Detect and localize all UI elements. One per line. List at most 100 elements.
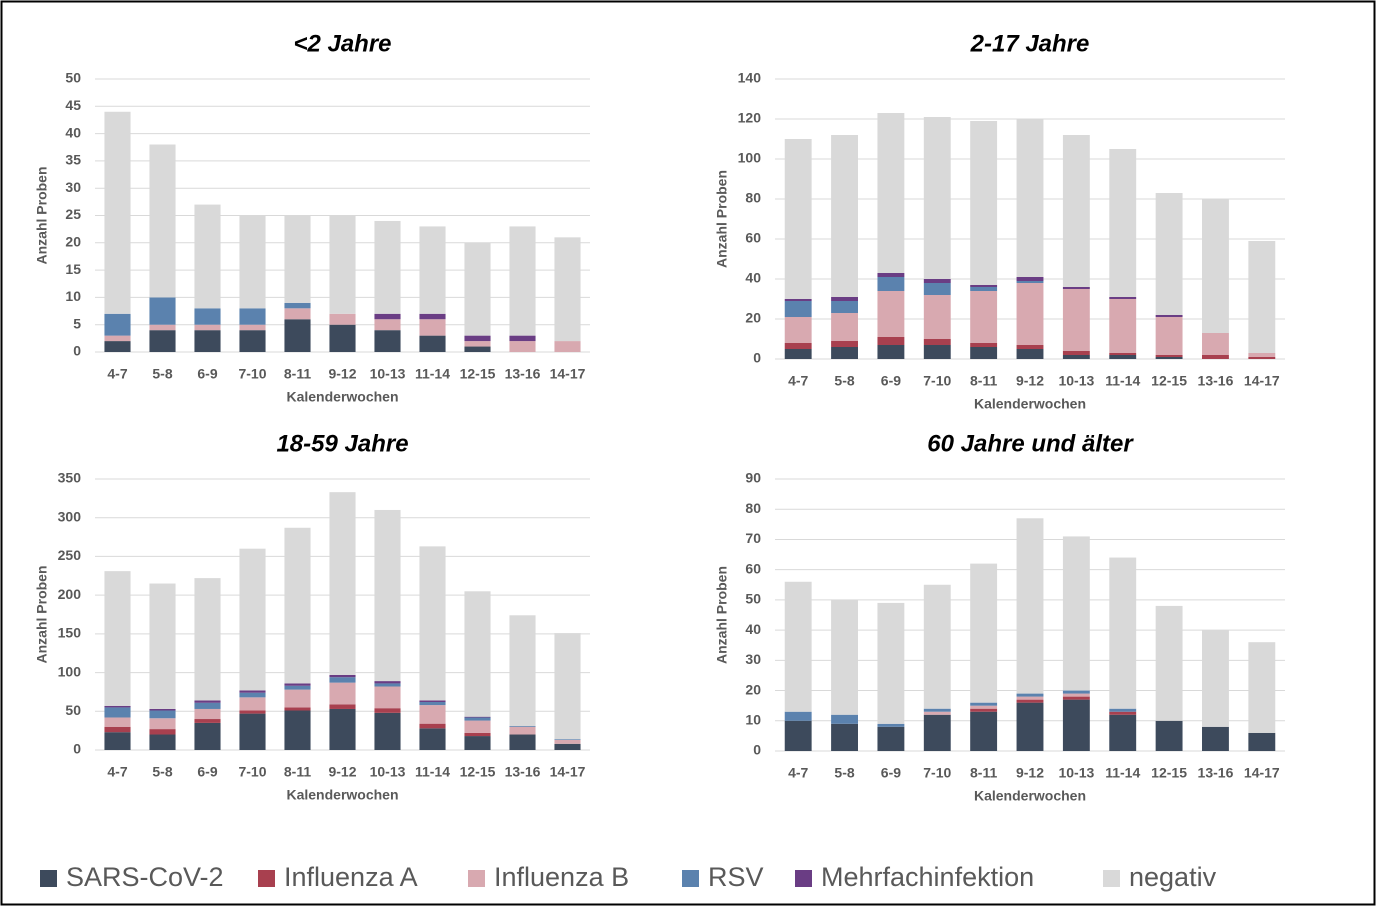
bar-segment bbox=[1202, 199, 1229, 333]
bar-segment bbox=[284, 683, 311, 686]
y-tick-label: 10 bbox=[65, 288, 81, 304]
x-tick-label: 6-9 bbox=[881, 373, 901, 389]
bar-segment bbox=[149, 324, 176, 331]
bar-segment bbox=[329, 704, 356, 709]
bar-segment bbox=[923, 279, 951, 283]
bar-segment bbox=[284, 302, 311, 309]
bar-segment bbox=[239, 330, 266, 352]
bar-segment bbox=[1155, 315, 1183, 317]
legend-swatch bbox=[795, 870, 812, 887]
bar-segment bbox=[374, 319, 401, 331]
bar-segment bbox=[509, 341, 536, 352]
bar-segment bbox=[149, 718, 176, 730]
bar-segment bbox=[509, 335, 536, 342]
bar-segment bbox=[923, 117, 951, 279]
bar-segment bbox=[784, 581, 812, 712]
bar-segment bbox=[284, 215, 311, 303]
bar-segment bbox=[923, 295, 951, 339]
y-tick-label: 100 bbox=[738, 150, 762, 166]
y-tick-label: 20 bbox=[745, 310, 761, 326]
bar-segment bbox=[970, 285, 998, 287]
y-tick-label: 200 bbox=[58, 586, 82, 602]
y-tick-label: 0 bbox=[73, 343, 81, 359]
bar-segment bbox=[194, 324, 221, 331]
bar-segment bbox=[149, 144, 176, 298]
bar-segment bbox=[554, 739, 581, 744]
bar-segment bbox=[1062, 696, 1090, 700]
bar-segment bbox=[194, 702, 221, 709]
bar-segment bbox=[877, 291, 905, 337]
bar-segment bbox=[1062, 690, 1090, 694]
x-tick-label: 11-14 bbox=[415, 764, 450, 780]
bar-segment bbox=[464, 242, 491, 336]
y-tick-label: 100 bbox=[58, 663, 82, 679]
bar-segment bbox=[831, 301, 858, 313]
bar-segment bbox=[784, 301, 812, 317]
bar-segment bbox=[1109, 353, 1137, 355]
bar-segment bbox=[464, 736, 491, 750]
bar-segment bbox=[970, 347, 998, 359]
bar-segment bbox=[149, 729, 176, 735]
bar-segment bbox=[104, 313, 131, 336]
bar-segment bbox=[1109, 355, 1137, 359]
bar-segment bbox=[1248, 732, 1276, 751]
x-tick-label: 7-10 bbox=[923, 373, 951, 389]
x-tick-label: 14-17 bbox=[550, 764, 586, 780]
legend-swatch bbox=[682, 870, 699, 887]
bar-segment bbox=[374, 712, 401, 750]
bar-segment bbox=[329, 708, 356, 750]
bar-segment bbox=[1109, 297, 1137, 299]
bar-segment bbox=[194, 708, 221, 720]
x-tick-label: 6-9 bbox=[197, 366, 217, 382]
bar-segment bbox=[284, 689, 311, 708]
bar-segment bbox=[374, 686, 401, 709]
x-tick-label: 8-11 bbox=[970, 765, 997, 781]
bar-segment bbox=[329, 215, 356, 314]
bar-segment bbox=[284, 710, 311, 750]
bar-segment bbox=[1248, 241, 1276, 353]
bar-segment bbox=[104, 717, 131, 727]
bar-segment bbox=[104, 705, 131, 708]
x-axis-label: Kalenderwochen bbox=[974, 396, 1086, 412]
y-tick-label: 50 bbox=[65, 702, 81, 718]
y-tick-label: 60 bbox=[745, 230, 761, 246]
x-tick-label: 4-7 bbox=[107, 366, 127, 382]
bar-segment bbox=[1155, 605, 1183, 721]
bar-segment bbox=[877, 113, 905, 273]
bar-segment bbox=[1109, 708, 1137, 712]
bar-segment bbox=[1016, 345, 1044, 349]
legend-label: RSV bbox=[708, 862, 764, 892]
bar-segment bbox=[1155, 720, 1183, 751]
x-tick-label: 6-9 bbox=[881, 765, 901, 781]
x-tick-label: 5-8 bbox=[152, 366, 172, 382]
y-tick-label: 300 bbox=[58, 508, 82, 524]
bar-segment bbox=[374, 683, 401, 687]
bar-segment bbox=[329, 324, 356, 352]
bar-segment bbox=[1016, 119, 1044, 277]
x-tick-label: 5-8 bbox=[152, 764, 172, 780]
y-tick-label: 10 bbox=[745, 711, 761, 727]
bar-segment bbox=[970, 563, 998, 703]
bar-segment bbox=[923, 345, 951, 359]
bar-segment bbox=[831, 347, 858, 359]
bar-segment bbox=[509, 734, 536, 750]
bar-segment bbox=[554, 743, 581, 750]
bar-segment bbox=[374, 313, 401, 320]
bar-segment bbox=[104, 335, 131, 342]
bar-segment bbox=[1062, 355, 1090, 359]
bar-segment bbox=[239, 324, 266, 331]
bar-segment bbox=[1155, 357, 1183, 359]
x-tick-label: 5-8 bbox=[834, 765, 854, 781]
x-tick-label: 12-15 bbox=[460, 366, 496, 382]
bar-segment bbox=[149, 583, 176, 709]
bar-segment bbox=[877, 726, 905, 751]
x-tick-label: 11-14 bbox=[1105, 765, 1140, 781]
bar-segment bbox=[149, 297, 176, 325]
y-tick-label: 45 bbox=[65, 97, 81, 113]
y-axis-label: Anzahl Proben bbox=[714, 566, 730, 664]
bar-segment bbox=[784, 139, 812, 299]
bar-segment bbox=[194, 700, 221, 703]
x-tick-label: 12-15 bbox=[1151, 373, 1187, 389]
legend-label: Mehrfachinfektion bbox=[821, 862, 1034, 892]
bar-segment bbox=[1016, 518, 1044, 694]
